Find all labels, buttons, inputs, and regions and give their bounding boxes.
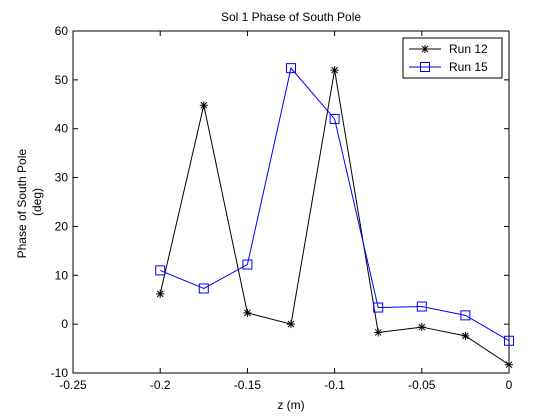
y-axis-label-line2: (deg): [30, 188, 44, 216]
y-axis-label-line1: Phase of South Pole: [15, 149, 29, 259]
x-tick-label: -0.05: [408, 378, 436, 392]
y-tick-label: 60: [55, 24, 69, 38]
data-point: [329, 113, 340, 124]
x-tick-label: -0.25: [59, 378, 87, 392]
series-2: [155, 63, 514, 346]
y-tick-label: 20: [55, 219, 69, 233]
data-point: [460, 310, 471, 321]
ticks-layer: -0.25 -0.2 -0.15 -0.1 -0.05 0 -10 0 10 20 30 40 50 60: [51, 24, 513, 392]
legend: Run 12 Run 15: [402, 37, 503, 79]
legend-label: Run 15: [449, 60, 488, 74]
data-point: [156, 289, 165, 298]
data-point: [243, 308, 252, 317]
y-tick-label: 30: [55, 171, 69, 185]
x-axis-label: z (m): [277, 398, 304, 412]
legend-label: Run 12: [449, 42, 488, 56]
data-point: [416, 301, 427, 312]
y-tick-label: 10: [55, 268, 69, 282]
x-tick-label: -0.15: [234, 378, 262, 392]
legend-item: Run 12: [409, 42, 488, 56]
axes-box: [72, 30, 510, 374]
data-point: [198, 283, 209, 294]
x-tick-label: -0.1: [324, 378, 345, 392]
legend-item: Run 15: [409, 60, 488, 74]
legend-box: [402, 37, 503, 79]
series-layer: [155, 63, 514, 369]
y-tick-label: 0: [61, 317, 68, 331]
plot-area: [73, 31, 509, 373]
x-tick-label: -0.2: [150, 378, 171, 392]
y-tick-label: -10: [51, 366, 69, 380]
chart-title: Sol 1 Phase of South Pole: [221, 10, 361, 24]
y-axis-label: Phase of South Pole (deg): [15, 146, 44, 259]
data-point: [461, 331, 470, 340]
x-tick-label: 0: [506, 378, 513, 392]
data-point: [373, 302, 384, 313]
data-point: [374, 328, 383, 337]
series-1: [156, 66, 513, 369]
data-point: [330, 66, 339, 75]
data-point: [199, 101, 208, 110]
data-point: [286, 63, 296, 74]
data-point: [155, 265, 166, 276]
legend-marker: [420, 62, 430, 72]
series-line: [160, 67, 510, 342]
data-point: [417, 323, 426, 332]
y-tick-label: 50: [55, 73, 69, 87]
data-point: [287, 320, 295, 329]
y-tick-label: 40: [55, 122, 69, 136]
data-point: [242, 259, 253, 270]
legend-marker: [421, 45, 429, 53]
